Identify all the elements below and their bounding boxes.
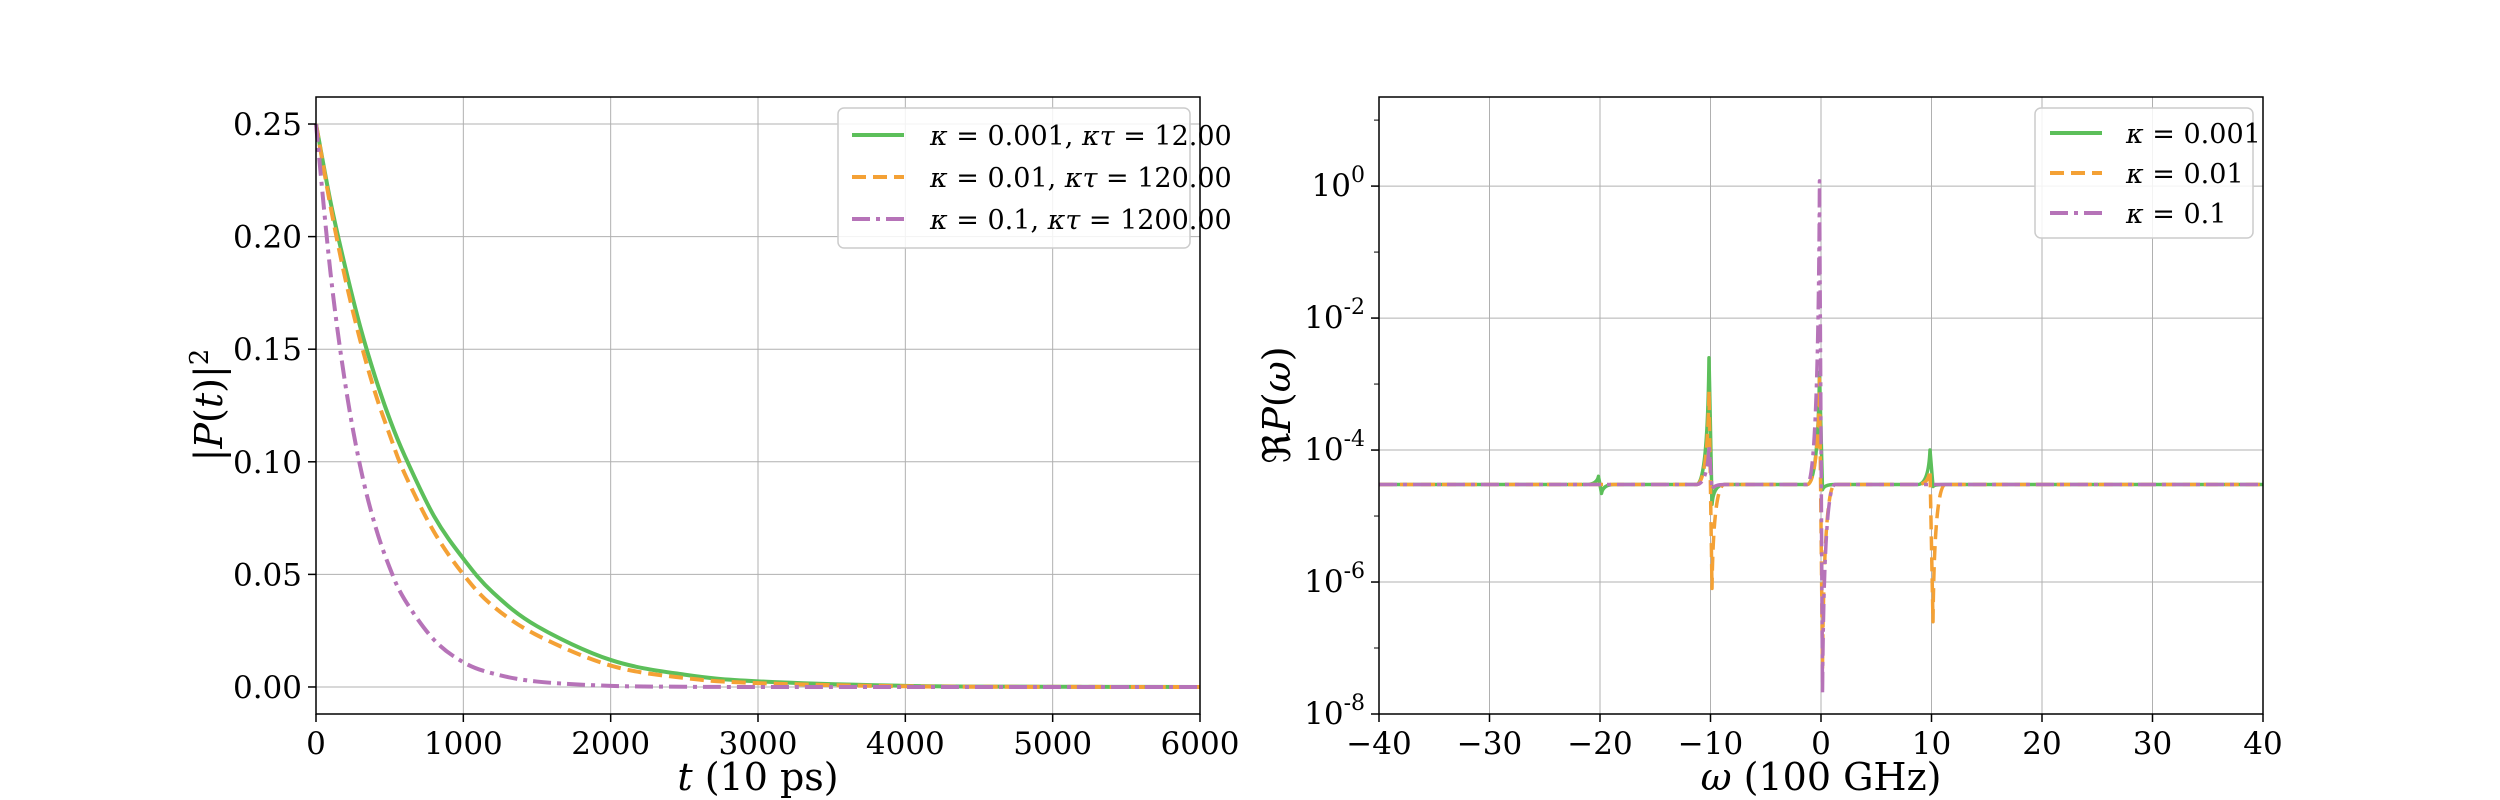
- y-tick-label: 0.05: [233, 557, 302, 593]
- y-tick-label: 0.15: [233, 332, 302, 368]
- y-tick-label: 0.00: [233, 670, 302, 706]
- right-legend-box: [2034, 107, 2254, 239]
- y-tick-label: 10-4: [1304, 427, 1365, 468]
- x-tick-label: 6000: [1161, 726, 1240, 762]
- series-line-3: [1379, 179, 2263, 696]
- x-tick-label: 30: [2133, 726, 2172, 762]
- x-tick-label: −40: [1346, 726, 1411, 762]
- legend-label: κ = 0.01, κτ = 120.00: [929, 163, 1232, 194]
- right-chart-legend: κ = 0.001 κ = 0.01 κ = 0.1: [2034, 107, 2261, 239]
- x-tick-label: −10: [1678, 726, 1743, 762]
- legend-label: κ = 0.001, κτ = 12.00: [929, 121, 1232, 152]
- series-line-2: [314, 123, 1201, 689]
- legend-label: κ = 0.1, κτ = 1200.00: [929, 205, 1232, 236]
- x-tick-label: 0: [306, 726, 326, 762]
- x-tick-label: 5000: [1013, 726, 1092, 762]
- x-tick-label: 3000: [719, 726, 798, 762]
- y-tick-label: 10-6: [1304, 559, 1365, 600]
- legend-label: κ = 0.1: [2125, 199, 2226, 230]
- legend-label: κ = 0.01: [2125, 159, 2244, 190]
- x-tick-label: 0: [1811, 726, 1831, 762]
- legend-label: κ = 0.001: [2125, 119, 2261, 150]
- right-chart-series: [1379, 179, 2263, 696]
- series-line-3: [314, 123, 1200, 689]
- left-chart-series: [314, 123, 1201, 689]
- x-tick-label: −20: [1567, 726, 1632, 762]
- y-tick-label: 10-2: [1304, 295, 1365, 336]
- x-tick-label: −30: [1457, 726, 1522, 762]
- left-legend-box: [837, 107, 1191, 249]
- left-chart-legend: κ = 0.001, κτ = 12.00 κ = 0.01, κτ = 120.…: [837, 107, 1232, 249]
- right-chart-ticks: −40 −30 −20 −10 0 10 20 30 40 100 10-2 10-4 10-6 10-8: [1304, 119, 2283, 762]
- right-chart-xlabel: ω (100 GHz): [1701, 755, 1942, 799]
- left-chart-ylabel: |P(t)|2: [185, 349, 231, 462]
- x-tick-label: 20: [2022, 726, 2061, 762]
- x-tick-label: 40: [2243, 726, 2282, 762]
- x-tick-label: 10: [1912, 726, 1951, 762]
- y-tick-label: 0.25: [233, 107, 302, 143]
- y-tick-label: 100: [1312, 163, 1365, 204]
- x-tick-label: 4000: [866, 726, 945, 762]
- y-tick-label: 10-8: [1304, 691, 1365, 732]
- right-chart-ylabel: ℜP(ω): [1255, 346, 1299, 463]
- left-chart: 0 1000 2000 3000 4000 5000 6000 0.00 0.05 0.10 0.1…: [185, 96, 1239, 799]
- right-chart: −40 −30 −20 −10 0 10 20 30 40 100 10-2 10-4 10-6 10-8…: [1255, 96, 2283, 799]
- x-tick-label: 1000: [424, 726, 503, 762]
- left-chart-xlabel: t (10 ps): [677, 755, 838, 799]
- y-tick-label: 0.20: [233, 220, 302, 256]
- y-tick-label: 0.10: [233, 445, 302, 481]
- x-tick-label: 2000: [571, 726, 650, 762]
- left-chart-ticks: 0 1000 2000 3000 4000 5000 6000 0.00 0.05 0.10 0.1…: [233, 107, 1239, 762]
